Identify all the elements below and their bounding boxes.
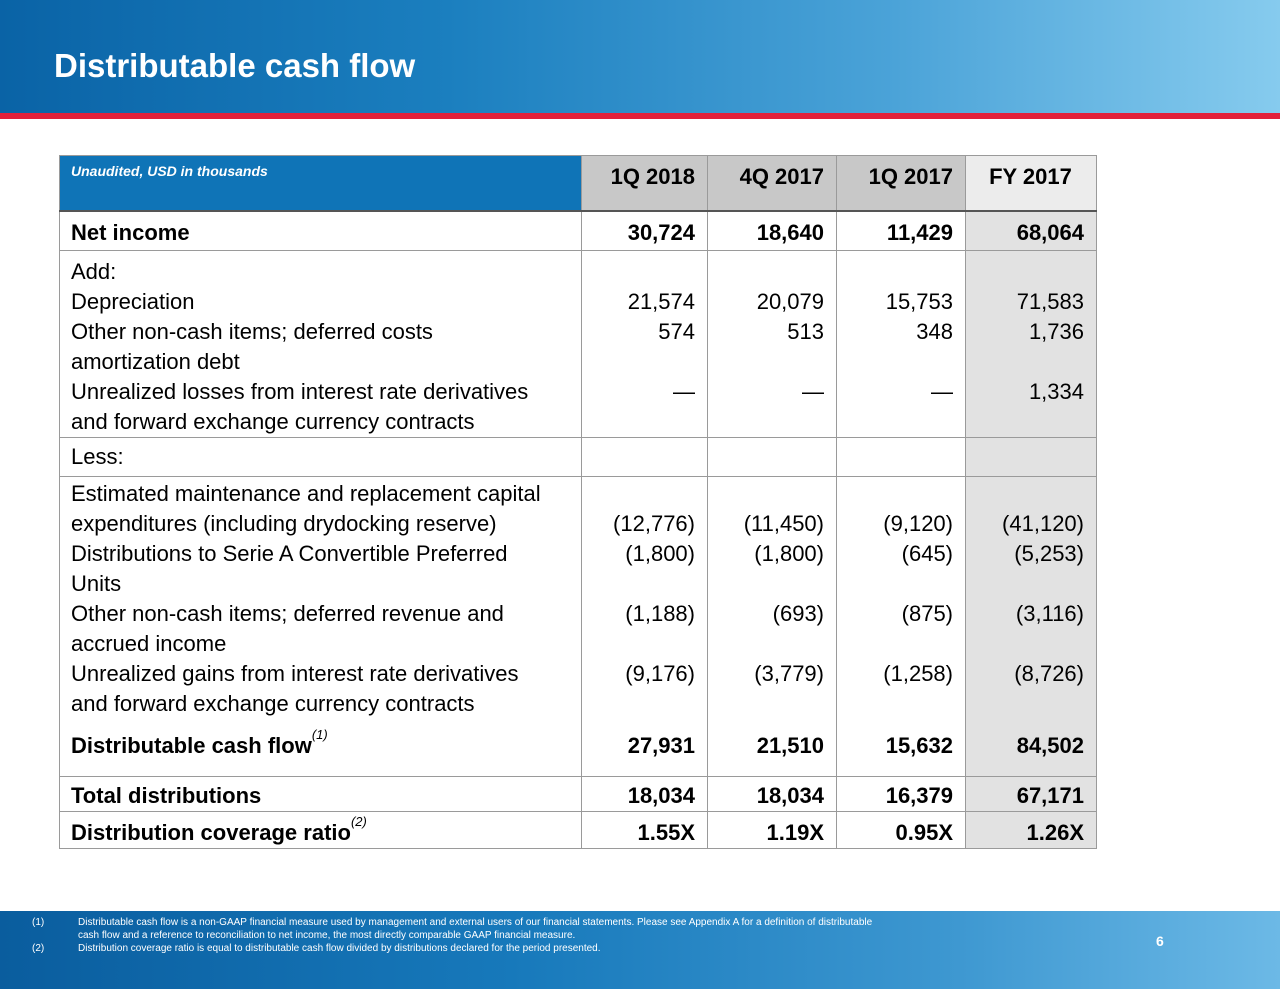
footnote: (2) Distribution coverage ratio is equal… (32, 943, 601, 954)
table-row: Other non-cash items; deferred revenue a… (59, 599, 1097, 659)
table-row: Add: (59, 250, 1097, 287)
cell-value: 71,583 (965, 287, 1097, 317)
cell-value: 27,931 (581, 719, 708, 777)
cell-value: (3,779) (707, 659, 837, 719)
cell-value: (5,253) (965, 539, 1097, 599)
cell-value: 0.95X (836, 811, 966, 849)
table-row-dcf: Distributable cash flow(1) 27,931 21,510… (59, 719, 1097, 777)
units-note: Unaudited, USD in thousands (59, 155, 582, 211)
footnote-marker: (2) (350, 814, 367, 829)
cell-value: (9,176) (581, 659, 708, 719)
row-label: Depreciation (59, 287, 582, 317)
cell-value: — (581, 377, 708, 438)
cell-value: 18,640 (707, 210, 837, 251)
cell-value: — (836, 377, 966, 438)
row-label: Other non-cash items; deferred revenue a… (59, 599, 582, 659)
cell-value: (1,800) (581, 539, 708, 599)
column-header: 4Q 2017 (707, 155, 837, 211)
cell-value: (1,258) (836, 659, 966, 719)
table-row: Depreciation 21,574 20,079 15,753 71,583 (59, 287, 1097, 317)
page-number: 6 (1156, 933, 1164, 949)
cell-value: 1.55X (581, 811, 708, 849)
cell-value: (693) (707, 599, 837, 659)
table-row: Unrealized gains from interest rate deri… (59, 659, 1097, 719)
table-row: Estimated maintenance and replacement ca… (59, 476, 1097, 539)
table-row: Less: (59, 437, 1097, 477)
cash-flow-table: Unaudited, USD in thousands 1Q 2018 4Q 2… (59, 155, 1097, 849)
cell-value: (1,188) (581, 599, 708, 659)
accent-divider (0, 113, 1280, 119)
table-row: Distributions to Serie A Convertible Pre… (59, 539, 1097, 599)
cell-value: 348 (836, 317, 966, 377)
cell-value: 16,379 (836, 776, 966, 812)
cell-value: 18,034 (581, 776, 708, 812)
section-label-add: Add: (59, 250, 582, 287)
cell-value: 68,064 (965, 210, 1097, 251)
cell-value: 30,724 (581, 210, 708, 251)
row-label: Distributions to Serie A Convertible Pre… (59, 539, 582, 599)
cell-value: 18,034 (707, 776, 837, 812)
footnotes: (1) Distributable cash flow is a non-GAA… (32, 916, 1132, 955)
cell-value: 21,574 (581, 287, 708, 317)
row-label: Estimated maintenance and replacement ca… (59, 476, 582, 539)
cell-value: 1,736 (965, 317, 1097, 377)
cell-value: 21,510 (707, 719, 837, 777)
table-row: Distribution coverage ratio(2) 1.55X 1.1… (59, 811, 1097, 849)
cell-value: (3,116) (965, 599, 1097, 659)
table-header-row: Unaudited, USD in thousands 1Q 2018 4Q 2… (59, 155, 1097, 211)
page-title: Distributable cash flow (54, 47, 416, 84)
cell-value: 1.26X (965, 811, 1097, 849)
row-label: Total distributions (59, 776, 582, 812)
section-label-less: Less: (59, 437, 582, 477)
cell-value: (1,800) (707, 539, 837, 599)
cell-value: 67,171 (965, 776, 1097, 812)
cell-value: (41,120) (965, 476, 1097, 539)
cell-value: 15,753 (836, 287, 966, 317)
column-header: FY 2017 (965, 155, 1097, 211)
row-label: Other non-cash items; deferred costs amor… (59, 317, 582, 377)
cell-value: — (707, 377, 837, 438)
cell-value: 1.19X (707, 811, 837, 849)
cell-value: 84,502 (965, 719, 1097, 777)
table-row: Other non-cash items; deferred costs amor… (59, 317, 1097, 377)
cell-value: (645) (836, 539, 966, 599)
row-label: Distribution coverage ratio(2) (59, 811, 582, 849)
footer-banner (0, 911, 1280, 989)
header-banner: Distributable cash flow (0, 0, 1280, 113)
footnote: (1) Distributable cash flow is a non-GAA… (32, 917, 873, 941)
table-row: Net income 30,724 18,640 11,429 68,064 (59, 210, 1097, 251)
cell-value: (8,726) (965, 659, 1097, 719)
table-row: Total distributions 18,034 18,034 16,379… (59, 776, 1097, 812)
table-row: Unrealized losses from interest rate der… (59, 377, 1097, 438)
column-header: 1Q 2017 (836, 155, 966, 211)
cell-value: 1,334 (965, 377, 1097, 438)
cell-value: (11,450) (707, 476, 837, 539)
row-label: Unrealized gains from interest rate deri… (59, 659, 582, 719)
cell-value: 513 (707, 317, 837, 377)
column-header: 1Q 2018 (581, 155, 708, 211)
row-label: Net income (59, 210, 582, 251)
row-label: Unrealized losses from interest rate der… (59, 377, 582, 438)
cell-value: (9,120) (836, 476, 966, 539)
cell-value: 574 (581, 317, 708, 377)
cell-value: (12,776) (581, 476, 708, 539)
cell-value: (875) (836, 599, 966, 659)
cell-value: 11,429 (836, 210, 966, 251)
row-label: Distributable cash flow(1) (59, 719, 582, 777)
footnote-marker: (1) (311, 727, 328, 742)
cell-value: 20,079 (707, 287, 837, 317)
cell-value: 15,632 (836, 719, 966, 777)
